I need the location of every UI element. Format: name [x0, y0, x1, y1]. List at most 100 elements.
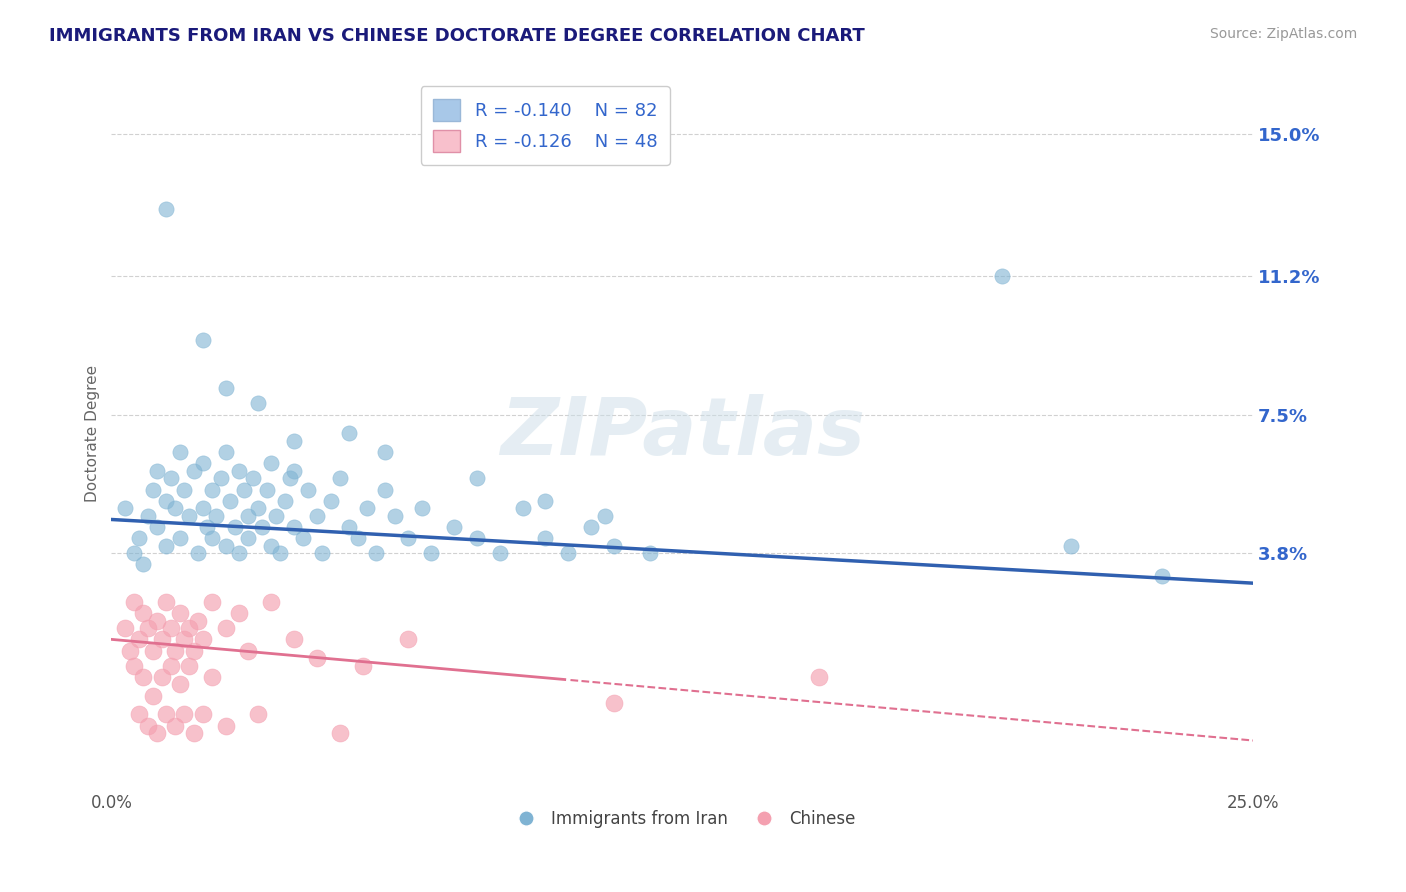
Legend: Immigrants from Iran, Chinese: Immigrants from Iran, Chinese: [502, 803, 862, 834]
Point: [512, 501, 534, 516]
Point: [238, 531, 260, 545]
Point: [141, 689, 163, 703]
Point: [136, 621, 159, 635]
Point: [1059, 539, 1081, 553]
Point: [214, 621, 236, 635]
Point: [141, 643, 163, 657]
Point: [411, 501, 433, 516]
Point: [246, 707, 269, 722]
Point: [283, 520, 305, 534]
Point: [165, 501, 187, 516]
Point: [146, 464, 169, 478]
Point: [305, 651, 328, 665]
Point: [191, 333, 214, 347]
Point: [201, 483, 224, 497]
Text: Source: ZipAtlas.com: Source: ZipAtlas.com: [1209, 27, 1357, 41]
Point: [337, 520, 360, 534]
Point: [214, 381, 236, 395]
Point: [114, 621, 136, 635]
Point: [136, 508, 159, 523]
Point: [214, 539, 236, 553]
Point: [274, 493, 297, 508]
Point: [384, 508, 406, 523]
Point: [374, 483, 396, 497]
Point: [264, 508, 287, 523]
Point: [238, 508, 260, 523]
Point: [292, 531, 315, 545]
Point: [155, 202, 177, 216]
Point: [1150, 568, 1173, 582]
Point: [183, 464, 205, 478]
Point: [219, 493, 242, 508]
Point: [155, 707, 177, 722]
Point: [150, 670, 173, 684]
Point: [246, 396, 269, 410]
Point: [191, 632, 214, 647]
Point: [132, 558, 155, 572]
Point: [173, 483, 195, 497]
Point: [201, 595, 224, 609]
Point: [155, 493, 177, 508]
Point: [169, 677, 191, 691]
Point: [224, 520, 246, 534]
Point: [191, 707, 214, 722]
Point: [366, 546, 388, 560]
Point: [579, 520, 602, 534]
Point: [329, 726, 352, 740]
Point: [269, 546, 291, 560]
Point: [136, 718, 159, 732]
Point: [177, 508, 200, 523]
Point: [122, 595, 145, 609]
Point: [118, 643, 141, 657]
Point: [593, 508, 616, 523]
Point: [228, 546, 250, 560]
Point: [329, 471, 352, 485]
Text: IMMIGRANTS FROM IRAN VS CHINESE DOCTORATE DEGREE CORRELATION CHART: IMMIGRANTS FROM IRAN VS CHINESE DOCTORAT…: [49, 27, 865, 45]
Point: [228, 464, 250, 478]
Point: [122, 546, 145, 560]
Point: [128, 531, 150, 545]
Point: [155, 595, 177, 609]
Point: [177, 658, 200, 673]
Point: [396, 632, 419, 647]
Point: [173, 632, 195, 647]
Point: [443, 520, 465, 534]
Point: [991, 268, 1014, 283]
Point: [128, 632, 150, 647]
Point: [283, 464, 305, 478]
Point: [260, 595, 283, 609]
Point: [159, 471, 181, 485]
Point: [209, 471, 232, 485]
Point: [159, 621, 181, 635]
Point: [534, 531, 557, 545]
Point: [256, 483, 278, 497]
Point: [132, 670, 155, 684]
Point: [191, 501, 214, 516]
Point: [201, 670, 224, 684]
Point: [242, 471, 264, 485]
Point: [232, 483, 254, 497]
Point: [283, 632, 305, 647]
Point: [128, 707, 150, 722]
Point: [205, 508, 228, 523]
Point: [165, 718, 187, 732]
Point: [250, 520, 273, 534]
Point: [169, 531, 191, 545]
Text: ZIPatlas: ZIPatlas: [501, 394, 865, 473]
Point: [122, 658, 145, 673]
Point: [187, 546, 209, 560]
Point: [150, 632, 173, 647]
Point: [187, 614, 209, 628]
Point: [214, 718, 236, 732]
Point: [356, 501, 378, 516]
Point: [420, 546, 443, 560]
Point: [146, 614, 169, 628]
Point: [352, 658, 374, 673]
Point: [169, 606, 191, 620]
Point: [183, 726, 205, 740]
Point: [114, 501, 136, 516]
Point: [278, 471, 301, 485]
Point: [347, 531, 370, 545]
Point: [146, 520, 169, 534]
Point: [465, 531, 488, 545]
